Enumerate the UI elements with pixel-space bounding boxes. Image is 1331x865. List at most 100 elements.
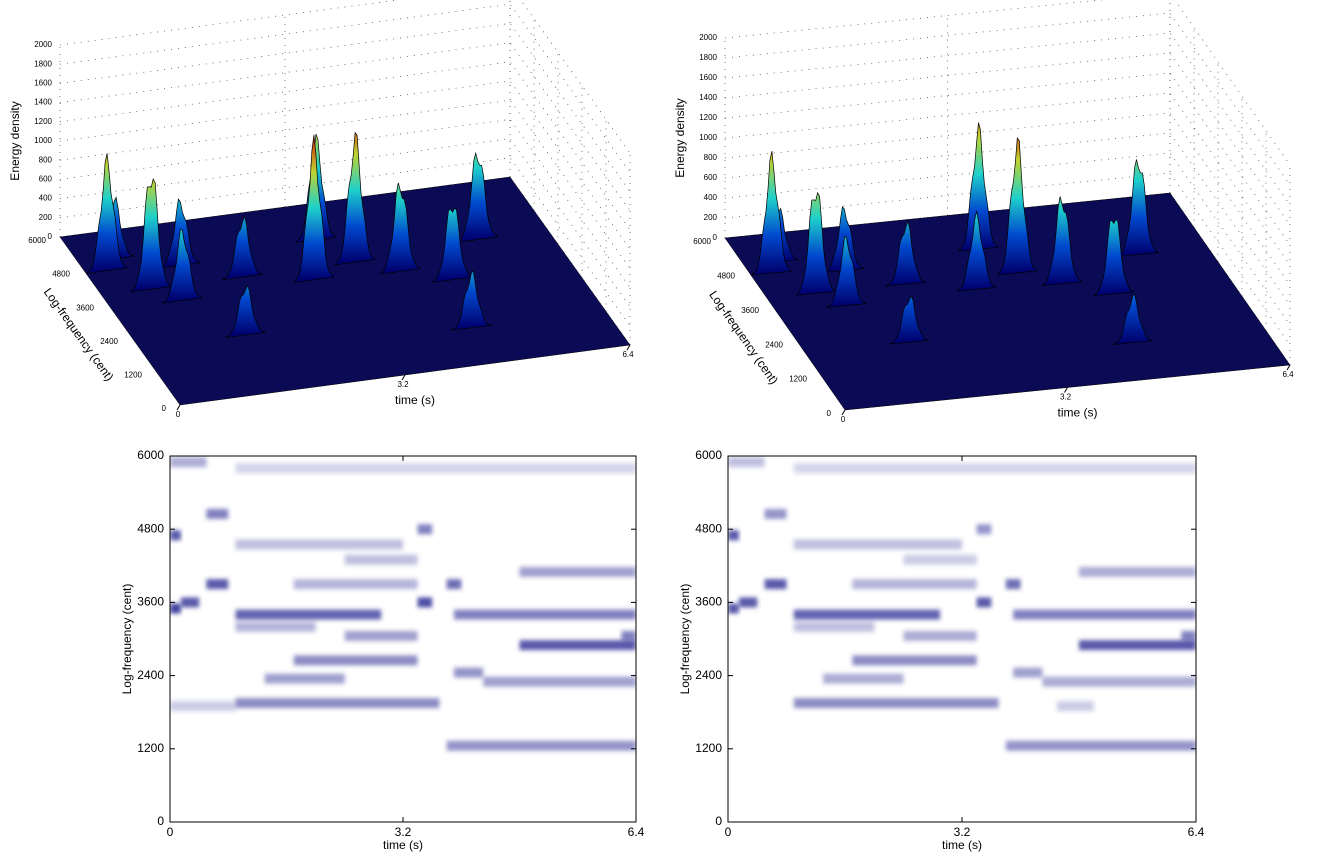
note-energy — [976, 597, 992, 608]
y-tick-label: 0 — [715, 814, 722, 828]
note-energy — [170, 530, 181, 541]
z-tick-label: 1600 — [699, 73, 717, 82]
grid-line — [724, 32, 1291, 206]
note-energy — [519, 566, 636, 577]
surface-peak — [451, 270, 492, 331]
note-energy — [344, 554, 418, 565]
grid-line — [59, 22, 631, 192]
note-energy — [235, 621, 316, 632]
x-tick-label: 0 — [176, 410, 181, 419]
note-energy — [1042, 676, 1196, 687]
z-tick-label: 1200 — [699, 113, 717, 122]
x-axis-label: time (s) — [395, 393, 435, 407]
surface-peak — [1118, 159, 1159, 257]
note-energy — [170, 603, 181, 614]
x-tick-label: 0 — [725, 825, 732, 839]
x-tick-label: 3.2 — [1060, 393, 1072, 402]
note-energy — [453, 667, 484, 678]
note-energy — [170, 701, 236, 712]
surface-peak — [87, 153, 128, 274]
y-tick-label: 1200 — [789, 375, 807, 384]
surface-peak — [1042, 196, 1082, 287]
x-tick-label: 0 — [841, 415, 846, 424]
note-energy — [235, 463, 636, 474]
grid-line — [724, 0, 1291, 166]
note-energy — [170, 457, 207, 468]
note-energy — [235, 539, 403, 550]
x-tick-label: 6.4 — [622, 350, 634, 359]
tick-mark — [841, 409, 846, 416]
note-energy — [793, 463, 1196, 474]
x-tick-label: 6.4 — [1282, 370, 1294, 379]
surface-peak — [293, 134, 334, 283]
y-tick-label: 4800 — [52, 270, 70, 279]
z-tick-label: 1000 — [699, 133, 717, 142]
surface-peak — [795, 191, 836, 296]
y-tick-label: 1200 — [137, 741, 164, 755]
z-tick-label: 600 — [704, 173, 718, 182]
note-energy — [764, 508, 787, 519]
surface-peak — [1113, 293, 1153, 345]
surface-peak — [997, 137, 1038, 276]
surface-peak — [222, 215, 263, 281]
z-tick-label: 1400 — [34, 98, 52, 107]
grid-line — [59, 42, 631, 211]
note-energy — [235, 698, 440, 709]
y-tick-label: 6000 — [137, 448, 164, 462]
z-tick-label: 1800 — [34, 59, 52, 68]
grid-line — [724, 52, 1291, 226]
z-tick-label: 200 — [704, 213, 718, 222]
x-tick-label: 6.4 — [628, 825, 645, 839]
y-tick-label: 2400 — [695, 668, 722, 682]
note-energy — [1005, 579, 1021, 590]
note-layer — [728, 457, 1196, 751]
y-tick-label: 4800 — [137, 521, 164, 535]
surface-peak — [335, 131, 376, 266]
y-tick-label: 3600 — [741, 306, 759, 315]
y-axis-label: Log-frequency (cent) — [120, 584, 134, 695]
y-tick-label: 6000 — [695, 448, 722, 462]
z-tick-label: 1400 — [699, 93, 717, 102]
x-tick-label: 0 — [167, 825, 174, 839]
x-axis-label: time (s) — [383, 838, 423, 852]
grid-line — [59, 3, 631, 173]
note-energy — [793, 609, 941, 620]
note-energy — [852, 655, 977, 666]
note-energy — [621, 630, 636, 641]
note-energy — [1005, 740, 1196, 751]
surface-peak — [886, 219, 926, 287]
note-energy — [180, 597, 200, 608]
note-energy — [264, 673, 345, 684]
note-energy — [293, 579, 418, 590]
y-tick-label: 3600 — [695, 595, 722, 609]
z-tick-label: 2000 — [699, 33, 717, 42]
z-tick-label: 1200 — [34, 117, 52, 126]
surface-peak — [1093, 219, 1134, 297]
note-energy — [1181, 630, 1196, 641]
y-tick-label: 2400 — [137, 668, 164, 682]
tick-mark — [1286, 364, 1291, 371]
z-tick-label: 2000 — [34, 40, 52, 49]
note-energy — [1013, 667, 1043, 678]
y-tick-label: 6000 — [28, 236, 46, 245]
surface-peak — [956, 210, 997, 292]
surface-peak — [162, 228, 203, 304]
tick-mark — [626, 344, 631, 351]
note-energy — [728, 530, 739, 541]
surface-peak — [958, 122, 999, 252]
note-energy — [235, 609, 382, 620]
grid-line — [59, 0, 631, 154]
y-tick-label: 4800 — [695, 521, 722, 535]
note-energy — [728, 457, 765, 468]
z-tick-label: 200 — [39, 213, 53, 222]
note-energy — [1079, 566, 1196, 577]
surface-peak — [225, 284, 266, 339]
note-energy — [446, 579, 462, 590]
note-energy — [903, 630, 977, 641]
note-energy — [793, 539, 962, 550]
y-axis-label: Log-frequency (cent) — [706, 288, 781, 387]
x-tick-label: 6.4 — [1188, 825, 1205, 839]
note-energy — [764, 579, 787, 590]
x-axis-label: time (s) — [1058, 406, 1098, 420]
z-tick-label: 600 — [39, 175, 53, 184]
